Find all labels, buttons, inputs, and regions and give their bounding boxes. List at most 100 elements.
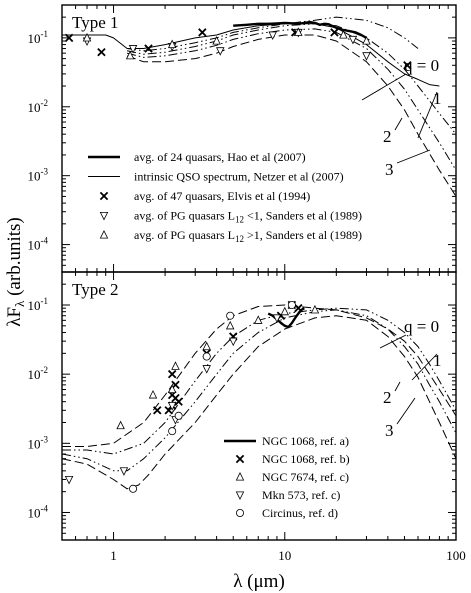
curve-label-leader xyxy=(394,381,401,392)
marker-circinus xyxy=(168,427,177,436)
marker-ngc1068-b xyxy=(294,303,303,313)
curve-label: 3 xyxy=(385,160,394,179)
marker-mkn573 xyxy=(272,314,282,323)
marker-elvis xyxy=(144,44,153,53)
marker-ngc7674 xyxy=(280,306,290,316)
y-tick-label-base: 10 xyxy=(28,367,41,382)
legend-marker xyxy=(235,472,245,481)
marker-sanders-high xyxy=(167,39,177,49)
y-tick-label: 10-1 xyxy=(28,29,49,46)
y-tick-label-exp: -1 xyxy=(41,29,49,39)
legend-label-pre: avg. of PG quasars L xyxy=(134,228,235,242)
y-tick-label-base: 10 xyxy=(28,436,41,451)
x-tick-label: 1 xyxy=(110,548,117,563)
legend-item: Mkn 573, ref. c) xyxy=(235,488,340,502)
marker-circinus xyxy=(226,311,235,320)
y-tick-label-base: 10 xyxy=(28,238,41,253)
marker-circinus xyxy=(174,411,183,420)
marker-mkn573 xyxy=(119,467,129,476)
y-axis-title-post: (arb.units) xyxy=(4,217,25,300)
y-tick-label-exp: -3 xyxy=(41,434,49,444)
y-tick-label-exp: -2 xyxy=(41,365,49,375)
legend-label: NGC 1068, ref. b) xyxy=(262,452,350,466)
marker-ngc1068-b xyxy=(174,397,183,406)
marker-ngc7674 xyxy=(254,315,263,324)
legend-item: NGC 7674, ref. c) xyxy=(235,470,349,484)
curve-label-leader xyxy=(396,397,416,425)
y-tick-label-base: 10 xyxy=(28,298,41,313)
legend: avg. of 24 quasars, Hao et al (2007) intr… xyxy=(88,150,362,244)
y-tick-label-exp: -2 xyxy=(41,98,49,108)
y-tick-label-base: 10 xyxy=(28,505,41,520)
marker-ngc7674 xyxy=(167,384,177,394)
y-tick-label: 10-2 xyxy=(28,365,49,382)
legend-item: avg. of 24 quasars, Hao et al (2007) xyxy=(88,150,306,164)
legend-label: avg. of 24 quasars, Hao et al (2007) xyxy=(134,150,306,164)
y-tick-label-exp: -1 xyxy=(41,296,49,306)
legend-marker xyxy=(235,454,245,464)
curve-label: q = 0 xyxy=(404,56,439,75)
series-hao xyxy=(233,20,368,39)
y-tick-label-base: 10 xyxy=(28,169,41,184)
marker-elvis xyxy=(64,33,74,43)
legend-label: avg. of 47 quasars, Elvis et al (1994) xyxy=(134,189,310,203)
curve-label: 2 xyxy=(383,127,392,146)
marker-ngc7674 xyxy=(310,304,320,314)
marker-circinus xyxy=(129,484,138,493)
y-tick-label-exp: -4 xyxy=(41,503,49,513)
marker-elvis xyxy=(198,28,207,37)
legend-label: NGC 7674, ref. c) xyxy=(262,470,349,484)
y-tick-label: 10-3 xyxy=(28,434,49,451)
marker-sanders-high xyxy=(82,32,92,42)
series-q1 xyxy=(126,23,456,135)
marker-sanders-low xyxy=(128,45,138,54)
curve-label: 2 xyxy=(383,388,392,407)
legend-marker xyxy=(235,491,245,500)
legend-marker xyxy=(99,191,109,201)
series-netzer xyxy=(62,23,440,87)
series-q0 xyxy=(62,304,456,447)
marker-sanders-high xyxy=(212,36,221,45)
curve-label: 1 xyxy=(433,89,442,108)
marker-elvis xyxy=(330,28,339,37)
curves xyxy=(62,16,456,197)
legend-marker xyxy=(99,212,109,221)
curve-label: 3 xyxy=(385,421,394,440)
legend-label-post: >1, Sanders et al (1989) xyxy=(244,228,362,242)
marker-ngc7674 xyxy=(171,361,180,370)
legend-label: NGC 1068, ref. a) xyxy=(262,434,349,448)
marker-ngc1068-b xyxy=(167,369,177,379)
legend-label-sub: 12 xyxy=(235,215,244,225)
curve-label: q = 0 xyxy=(404,317,439,336)
legend-item: NGC 1068, ref. a) xyxy=(224,434,349,448)
legend-label-sub: 12 xyxy=(235,234,244,244)
marker-sanders-high xyxy=(125,50,135,60)
marker-ngc7674 xyxy=(116,420,125,430)
marker-elvis xyxy=(97,47,106,57)
legend-item: avg. of 47 quasars, Elvis et al (1994) xyxy=(99,189,310,203)
x-tick-label: 10 xyxy=(278,548,291,563)
curve-label-leader xyxy=(361,73,407,101)
marker-circinus xyxy=(202,352,211,361)
marker-mkn573 xyxy=(64,475,74,485)
curve-label-leader xyxy=(394,117,403,131)
marker-sanders-low xyxy=(216,47,225,56)
y-tick-label-base: 10 xyxy=(28,100,41,115)
panel-title: Type 2 xyxy=(72,280,119,299)
marker-circinus xyxy=(287,300,296,309)
legend-label: intrinsic QSO spectrum, Netzer et al (20… xyxy=(134,170,344,184)
marker-ngc1068-b xyxy=(153,406,162,415)
plot-frame xyxy=(61,271,457,541)
curve-label-leader xyxy=(396,149,431,164)
legend-label-pre: avg. of PG quasars L xyxy=(134,209,235,223)
y-axis-title: λFλ (arb.units) xyxy=(4,217,27,326)
legend-label-post: <1, Sanders et al (1989) xyxy=(244,209,362,223)
y-axis-title-pre: λF xyxy=(4,307,25,327)
y-tick-label: 10-3 xyxy=(28,167,49,184)
curve-label: 1 xyxy=(433,351,442,370)
series-q1 xyxy=(62,307,456,455)
legend: NGC 1068, ref. a) NGC 1068, ref. b) NGC 76… xyxy=(224,434,350,520)
legend-label: avg. of PG quasars L12 >1, Sanders et al… xyxy=(134,228,362,244)
